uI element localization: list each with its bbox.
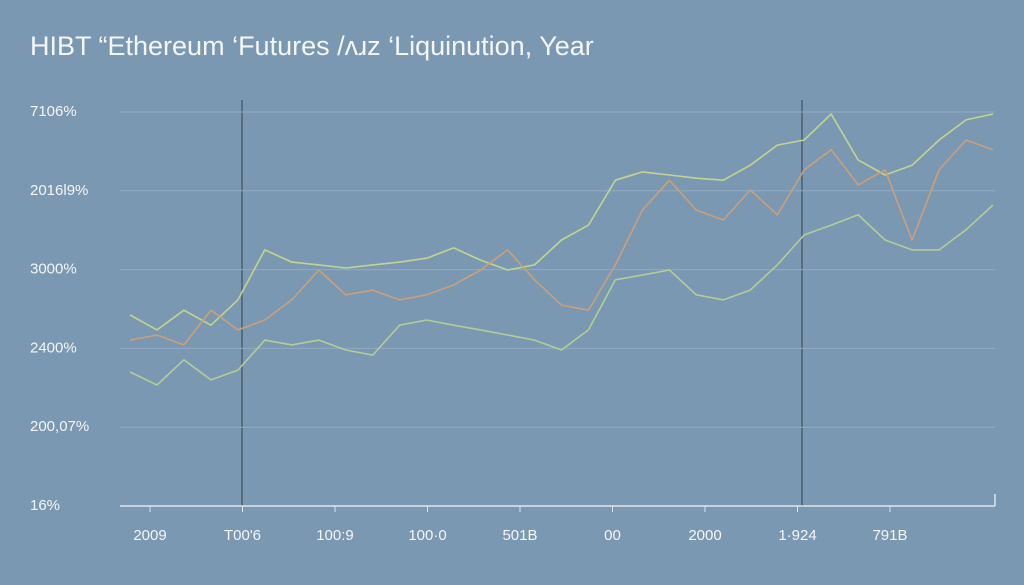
x-tick-label: 501B	[502, 527, 537, 544]
series-line	[129, 139, 994, 346]
y-tick-label: 200,07%	[30, 418, 89, 435]
y-tick-label: 7106%	[30, 103, 77, 120]
y-tick-label: 2400%	[30, 339, 77, 356]
y-tick-label: 3000%	[30, 261, 77, 278]
series-line	[129, 113, 994, 331]
x-tick-label: 791B	[872, 527, 907, 544]
x-tick-label: T00'6	[224, 527, 261, 544]
x-tick-label: 2009	[133, 527, 166, 544]
chart-title: HIBT “Ethereum ‘Futures /ʌɹz ‘Liquinutio…	[30, 31, 594, 61]
x-tick-label: 00	[604, 527, 621, 544]
x-tick-label: 1·924	[778, 527, 816, 544]
x-tick-label: 100·0	[408, 527, 446, 544]
y-tick-label: 2016l9%	[30, 182, 88, 199]
x-tick-label: 100:9	[316, 527, 354, 544]
x-tick-label: 2000	[688, 527, 721, 544]
y-tick-label: 16%	[30, 497, 60, 514]
series-line	[129, 204, 994, 386]
